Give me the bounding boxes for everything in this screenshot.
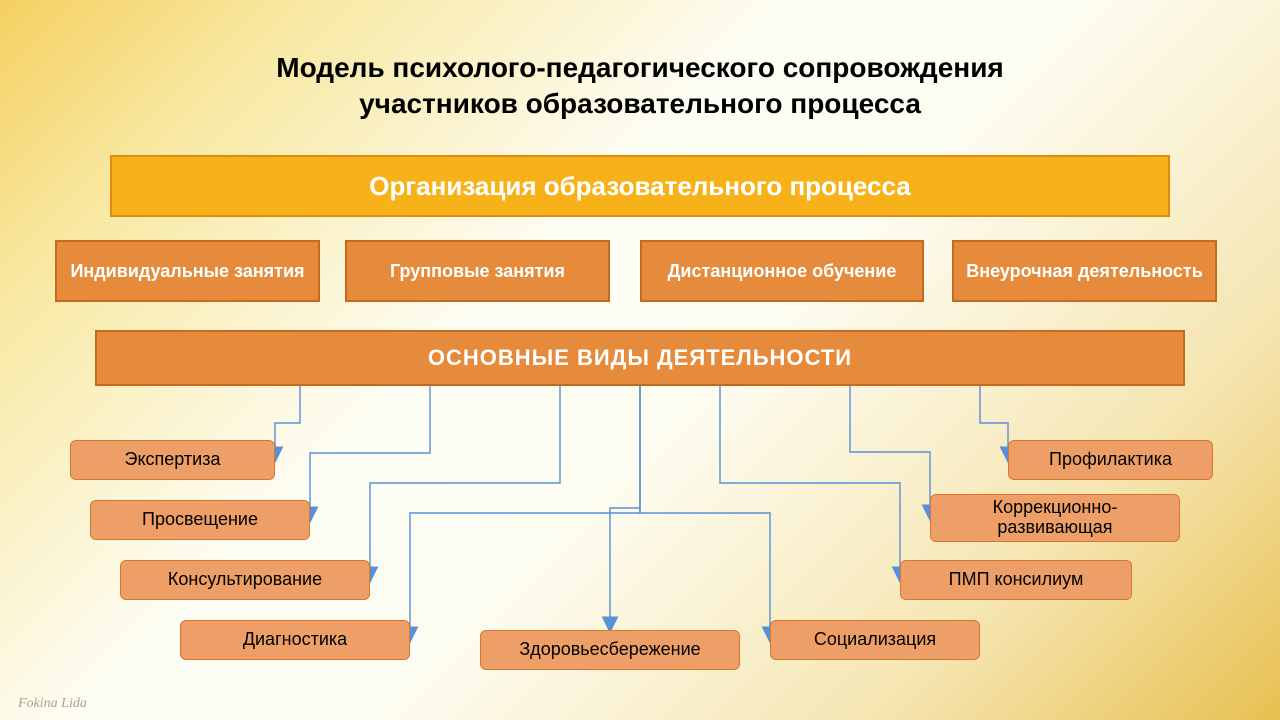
banner-main-activities-label: ОСНОВНЫЕ ВИДЫ ДЕЯТЕЛЬНОСТИ: [428, 345, 852, 371]
title-line-2: участников образовательного процесса: [120, 86, 1160, 122]
node-correction: Коррекционно-развивающая: [930, 494, 1180, 542]
form-block-1: Групповые занятия: [345, 240, 610, 302]
node-label: Социализация: [814, 630, 936, 650]
node-council: ПМП консилиум: [900, 560, 1132, 600]
node-socialization: Социализация: [770, 620, 980, 660]
page-title: Модель психолого-педагогического сопрово…: [0, 50, 1280, 123]
form-block-0: Индивидуальные занятия: [55, 240, 320, 302]
node-expertise: Экспертиза: [70, 440, 275, 480]
node-health: Здоровьесбережение: [480, 630, 740, 670]
node-label: Консультирование: [168, 570, 322, 590]
node-label: Коррекционно-развивающая: [939, 498, 1171, 538]
banner-organization: Организация образовательного процесса: [110, 155, 1170, 217]
watermark: Fokina Lida: [18, 696, 87, 712]
node-label: Просвещение: [142, 510, 258, 530]
node-label: Экспертиза: [125, 450, 221, 470]
node-label: Здоровьесбережение: [519, 640, 700, 660]
node-diagnostics: Диагностика: [180, 620, 410, 660]
node-label: Профилактика: [1049, 450, 1172, 470]
form-block-label: Внеурочная деятельность: [966, 261, 1203, 282]
node-prevention: Профилактика: [1008, 440, 1213, 480]
node-education: Просвещение: [90, 500, 310, 540]
node-consulting: Консультирование: [120, 560, 370, 600]
form-block-label: Индивидуальные занятия: [70, 261, 304, 282]
title-line-1: Модель психолого-педагогического сопрово…: [120, 50, 1160, 86]
form-block-label: Дистанционное обучение: [668, 261, 897, 282]
node-label: ПМП консилиум: [949, 570, 1084, 590]
banner-main-activities: ОСНОВНЫЕ ВИДЫ ДЕЯТЕЛЬНОСТИ: [95, 330, 1185, 386]
form-block-3: Внеурочная деятельность: [952, 240, 1217, 302]
form-block-label: Групповые занятия: [390, 261, 565, 282]
banner-organization-label: Организация образовательного процесса: [369, 171, 910, 202]
node-label: Диагностика: [243, 630, 347, 650]
form-block-2: Дистанционное обучение: [640, 240, 924, 302]
